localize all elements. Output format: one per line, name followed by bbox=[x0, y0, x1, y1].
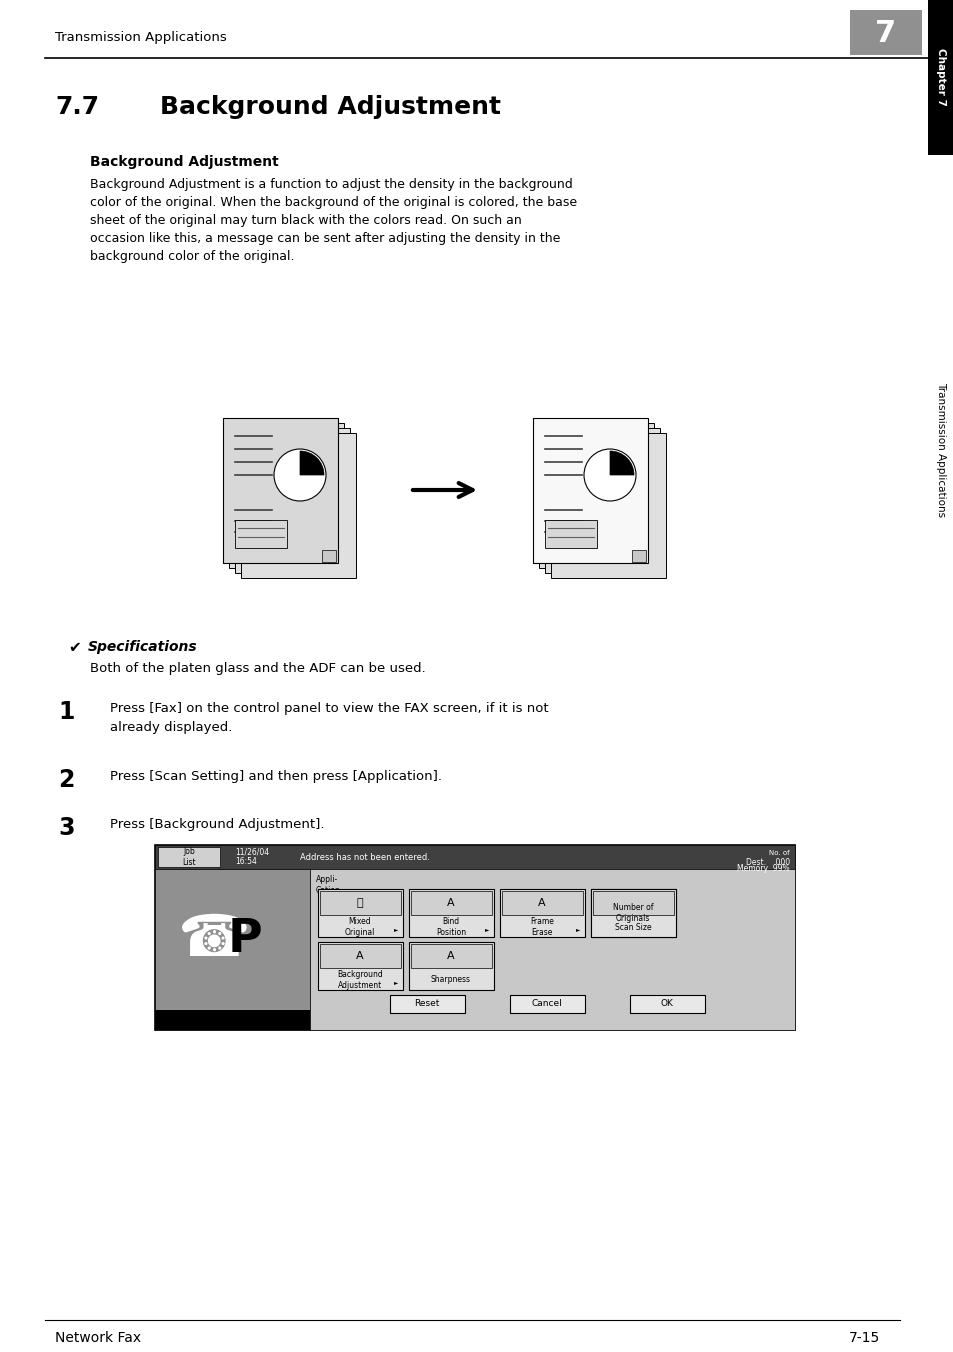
Text: Press [Scan Setting] and then press [Application].: Press [Scan Setting] and then press [App… bbox=[110, 771, 441, 783]
Text: Background Adjustment: Background Adjustment bbox=[160, 95, 500, 119]
Text: ►: ► bbox=[484, 927, 489, 932]
Text: Mixed
Original: Mixed Original bbox=[344, 917, 375, 937]
Text: A: A bbox=[537, 898, 545, 909]
Text: A: A bbox=[355, 950, 363, 961]
Text: P: P bbox=[228, 917, 262, 961]
Bar bbox=[390, 995, 464, 1013]
Text: Press [Background Adjustment].: Press [Background Adjustment]. bbox=[110, 818, 324, 831]
Bar bbox=[629, 995, 704, 1013]
Bar bbox=[593, 891, 673, 915]
Text: OK: OK bbox=[659, 999, 673, 1009]
Bar bbox=[229, 423, 344, 568]
Text: Network Fax: Network Fax bbox=[55, 1330, 141, 1345]
Wedge shape bbox=[299, 452, 324, 475]
Text: Transmission Applications: Transmission Applications bbox=[935, 383, 945, 518]
Text: 3: 3 bbox=[58, 817, 74, 840]
Text: ✔: ✔ bbox=[68, 639, 81, 654]
Text: 7.7: 7.7 bbox=[55, 95, 99, 119]
Text: Scan Size: Scan Size bbox=[614, 922, 651, 932]
Text: 11/26/04: 11/26/04 bbox=[234, 848, 269, 857]
Bar bbox=[927, 0, 953, 155]
Bar bbox=[411, 891, 492, 915]
Bar bbox=[409, 942, 494, 990]
Text: ►: ► bbox=[576, 927, 579, 932]
Circle shape bbox=[274, 449, 326, 502]
Text: Transmission Applications: Transmission Applications bbox=[55, 31, 227, 45]
Text: No. of: No. of bbox=[768, 850, 789, 856]
Text: Chapter 7: Chapter 7 bbox=[935, 49, 945, 105]
Text: Sharpness: Sharpness bbox=[431, 976, 471, 984]
Bar bbox=[322, 550, 335, 562]
Wedge shape bbox=[609, 452, 634, 475]
Bar bbox=[590, 890, 676, 937]
Text: 📄: 📄 bbox=[356, 898, 363, 909]
Text: 16:54: 16:54 bbox=[234, 857, 256, 867]
Text: Background
Adjustment: Background Adjustment bbox=[336, 971, 382, 990]
Bar bbox=[544, 429, 659, 573]
Bar bbox=[317, 890, 402, 937]
Text: Frame
Erase: Frame Erase bbox=[530, 917, 554, 937]
Bar bbox=[411, 944, 492, 968]
Bar bbox=[154, 845, 794, 869]
Text: Job
List: Job List bbox=[182, 848, 195, 867]
Text: already displayed.: already displayed. bbox=[110, 721, 233, 734]
Text: A: A bbox=[447, 950, 455, 961]
Text: Press [Fax] on the control panel to view the FAX screen, if it is not: Press [Fax] on the control panel to view… bbox=[110, 702, 548, 715]
Text: Cancel: Cancel bbox=[531, 999, 561, 1009]
Bar bbox=[154, 869, 310, 1030]
Text: Background Adjustment: Background Adjustment bbox=[90, 155, 278, 169]
Text: color of the original. When the background of the original is colored, the base: color of the original. When the backgrou… bbox=[90, 196, 577, 210]
Text: Both of the platen glass and the ADF can be used.: Both of the platen glass and the ADF can… bbox=[90, 662, 425, 675]
Bar bbox=[538, 423, 654, 568]
Bar bbox=[319, 944, 400, 968]
Text: ►: ► bbox=[394, 927, 397, 932]
Text: Background Adjustment is a function to adjust the density in the background: Background Adjustment is a function to a… bbox=[90, 178, 572, 191]
Text: 2: 2 bbox=[58, 768, 74, 792]
Bar bbox=[551, 433, 665, 579]
Bar bbox=[317, 942, 402, 990]
Text: occasion like this, a message can be sent after adjusting the density in the: occasion like this, a message can be sen… bbox=[90, 233, 559, 245]
Bar bbox=[849, 9, 921, 55]
Bar bbox=[590, 890, 676, 937]
Text: 1: 1 bbox=[58, 700, 74, 725]
Bar bbox=[158, 846, 220, 867]
Bar bbox=[501, 891, 582, 915]
Bar bbox=[234, 429, 350, 573]
Text: 7: 7 bbox=[875, 19, 896, 47]
Text: A: A bbox=[447, 898, 455, 909]
Bar bbox=[510, 995, 584, 1013]
Bar bbox=[241, 433, 355, 579]
Text: Dest.    000: Dest. 000 bbox=[745, 859, 789, 867]
Bar bbox=[533, 418, 647, 562]
Bar bbox=[310, 869, 794, 1030]
Text: Memory  99%: Memory 99% bbox=[737, 864, 789, 873]
Text: Reset: Reset bbox=[414, 999, 439, 1009]
Bar bbox=[234, 521, 287, 548]
Text: sheet of the original may turn black with the colors read. On such an: sheet of the original may turn black wit… bbox=[90, 214, 521, 227]
Text: Bind
Position: Bind Position bbox=[436, 917, 466, 937]
Bar bbox=[544, 521, 597, 548]
Text: Number of
Originals: Number of Originals bbox=[612, 903, 653, 922]
Bar bbox=[154, 1010, 310, 1030]
Bar bbox=[223, 418, 337, 562]
Text: ►: ► bbox=[394, 980, 397, 986]
Bar bbox=[154, 845, 794, 1030]
Circle shape bbox=[583, 449, 636, 502]
Bar bbox=[319, 891, 400, 915]
Text: background color of the original.: background color of the original. bbox=[90, 250, 294, 264]
Text: Specifications: Specifications bbox=[88, 639, 197, 654]
Bar bbox=[631, 550, 645, 562]
Text: Appli-
Cation: Appli- Cation bbox=[315, 875, 340, 895]
Bar bbox=[409, 890, 494, 937]
Text: 7-15: 7-15 bbox=[848, 1330, 879, 1345]
Text: ☎: ☎ bbox=[176, 910, 249, 968]
Bar bbox=[499, 890, 584, 937]
Text: Address has not been entered.: Address has not been entered. bbox=[299, 853, 430, 861]
